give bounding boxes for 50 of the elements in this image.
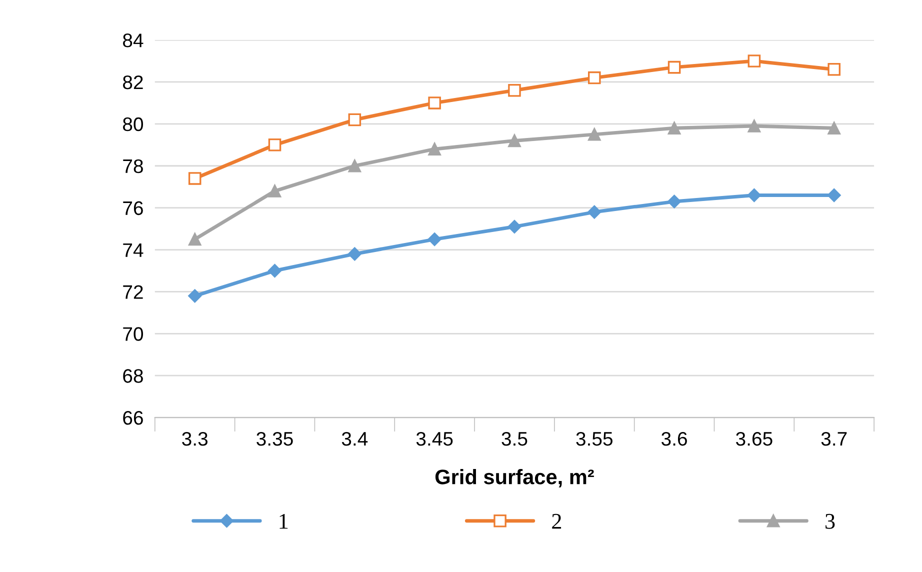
point	[268, 184, 282, 198]
x-axis-title: Grid surface, m²	[435, 469, 594, 488]
point	[747, 188, 761, 202]
point	[348, 159, 362, 172]
point	[827, 188, 841, 202]
point	[188, 232, 202, 246]
point	[508, 220, 522, 234]
point	[748, 120, 761, 132]
point	[268, 264, 282, 278]
y-tick-label: 72	[123, 285, 143, 299]
x-tick-label: 3.7	[821, 432, 847, 446]
y-tick-label: 78	[123, 159, 143, 174]
point	[668, 60, 681, 74]
point	[508, 134, 521, 148]
x-tick-label: 3.65	[736, 432, 772, 446]
point	[428, 96, 441, 110]
point	[508, 84, 521, 97]
y-tick-label: 70	[123, 327, 144, 341]
point	[428, 142, 441, 156]
point	[268, 138, 282, 152]
point	[748, 54, 761, 68]
y-tick-label: 74	[123, 243, 144, 257]
y-tick-label: 84	[123, 34, 144, 48]
point	[188, 172, 202, 185]
point	[588, 205, 602, 219]
x-tick-label: 3.45	[416, 432, 453, 446]
point	[188, 289, 202, 303]
point	[348, 247, 362, 261]
point	[588, 128, 601, 141]
point	[828, 122, 840, 135]
y-tick-label: 66	[123, 411, 143, 425]
point	[668, 194, 682, 208]
x-tick-label: 3.5	[502, 432, 528, 446]
y-tick-label: 68	[123, 369, 143, 383]
point	[668, 122, 681, 135]
point	[428, 232, 442, 246]
x-tick-label: 3.3	[182, 432, 208, 446]
point	[828, 63, 840, 76]
x-tick-label: 3.55	[576, 432, 612, 446]
y-tick-label: 76	[123, 201, 143, 216]
x-tick-label: 3.35	[256, 432, 293, 446]
legend-label: 3	[826, 514, 835, 529]
y-tick-label: 80	[123, 117, 144, 132]
point	[348, 113, 362, 126]
x-tick-label: 3.4	[342, 432, 368, 446]
point	[588, 71, 601, 84]
x-tick-label: 3.6	[662, 432, 687, 446]
legend-label: 1	[280, 514, 288, 529]
legend-label: 2	[552, 514, 562, 529]
y-tick-label: 82	[123, 75, 143, 90]
